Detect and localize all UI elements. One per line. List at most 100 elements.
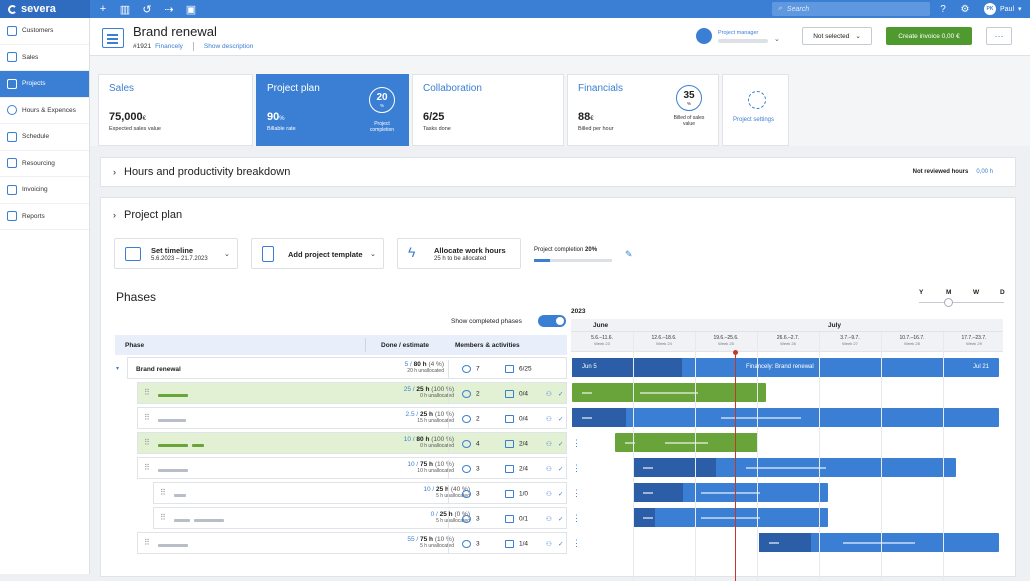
card-project-plan[interactable]: Project plan 90% Billable rate 20% Proje… [256, 74, 409, 146]
table-row[interactable]: ⠿ 10 / 80 h (100 %) 0 h unallocated 4 2/4… [137, 432, 581, 454]
gantt-bar[interactable] [759, 533, 999, 552]
add-icon[interactable]: + [99, 3, 107, 15]
check-circle-icon[interactable]: ✓ [558, 416, 564, 423]
set-timeline-button[interactable]: Set timeline 5.6.2023 – 21.7.2023 ⌄ [114, 238, 238, 269]
sidebar-item-reports[interactable]: Reports [0, 204, 89, 230]
row-more-icon[interactable]: ⋮ [572, 513, 581, 523]
card-collaboration[interactable]: Collaboration 6/25 Tasks done [412, 74, 564, 146]
add-user-icon[interactable]: ⚇ [546, 466, 552, 473]
activities-count[interactable]: 2/4 [505, 465, 528, 473]
activities-count[interactable]: 2/4 [505, 440, 528, 448]
activities-count[interactable]: 6/25 [505, 365, 532, 373]
add-project-template-button[interactable]: Add project template ⌄ [251, 238, 384, 269]
sidebar-item-customers[interactable]: Customers [0, 18, 89, 45]
card-financials[interactable]: Financials 88€ Billed per hour 35% Bille… [567, 74, 719, 146]
share-icon[interactable]: ⇢ [164, 3, 174, 16]
check-circle-icon[interactable]: ✓ [558, 516, 564, 523]
severa-logo[interactable]: severa [0, 0, 90, 18]
check-circle-icon[interactable]: ✓ [558, 441, 564, 448]
card-project-settings[interactable]: Project settings [722, 74, 789, 146]
table-row[interactable]: ⠿ 25 / 25 h (100 %) 0 h unallocated 2 0/4… [137, 382, 581, 404]
sidebar-item-projects[interactable]: Projects [0, 71, 89, 98]
activities-count[interactable]: 1/0 [505, 490, 528, 498]
timer-icon[interactable]: ▣ [185, 3, 197, 16]
section-title[interactable]: › Project plan [113, 209, 183, 221]
zoom-year[interactable]: Y [919, 289, 924, 296]
card-sales[interactable]: Sales 75,000€ Expected sales value [98, 74, 253, 146]
check-circle-icon[interactable]: ✓ [558, 466, 564, 473]
create-invoice-button[interactable]: Create invoice 0,00 € [886, 27, 972, 45]
sidebar-item-hours[interactable]: Hours & Expences [0, 98, 89, 124]
drag-handle-icon[interactable]: ⠿ [144, 538, 150, 547]
drag-handle-icon[interactable]: ⠿ [144, 438, 150, 447]
table-row[interactable]: ⠿ 0 / 25 h (0 %) 5 h unallocated 3 0/1 ⚇ ✓… [153, 507, 581, 529]
history-icon[interactable]: ↺ [142, 3, 152, 16]
status-select[interactable]: Not selected ⌄ [802, 27, 872, 45]
add-user-icon[interactable]: ⚇ [546, 391, 552, 398]
drag-handle-icon[interactable]: ⠿ [160, 488, 166, 497]
chevron-down-icon[interactable]: ▾ [116, 366, 120, 372]
check-circle-icon[interactable]: ✓ [558, 491, 564, 498]
zoom-week[interactable]: W [973, 289, 980, 296]
phase-name[interactable]: Brand renewal [136, 366, 181, 373]
add-user-icon[interactable]: ⚇ [546, 541, 552, 548]
add-user-icon[interactable]: ⚇ [546, 416, 552, 423]
table-row[interactable]: ⠿ 10 / 25 h (40 %) 5 h unallocated 3 1/0 … [153, 482, 581, 504]
drag-handle-icon[interactable]: ⠿ [144, 413, 150, 422]
help-icon[interactable]: ? [940, 3, 946, 15]
zoom-month[interactable]: M [946, 289, 952, 296]
row-more-icon[interactable]: ⋮ [572, 463, 581, 473]
check-circle-icon[interactable]: ✓ [558, 541, 564, 548]
project-manager[interactable]: Project manager ⌄ [696, 28, 780, 44]
sidebar-item-invoicing[interactable]: Invoicing [0, 177, 89, 204]
gantt-bar[interactable] [572, 408, 999, 427]
row-more-icon[interactable]: ⋮ [572, 538, 581, 548]
add-user-icon[interactable]: ⚇ [546, 516, 552, 523]
members-count[interactable]: 3 [462, 490, 480, 498]
activities-count[interactable]: 0/1 [505, 515, 528, 523]
members-count[interactable]: 3 [462, 515, 480, 523]
row-more-icon[interactable]: ⋮ [572, 438, 581, 448]
bar-chart-icon[interactable]: ▥ [119, 3, 131, 16]
check-circle-icon[interactable]: ✓ [558, 391, 564, 398]
row-more-icon[interactable]: ⋮ [572, 488, 581, 498]
customer-link[interactable]: Financely [155, 43, 183, 50]
members-count[interactable]: 3 [462, 540, 480, 548]
table-row[interactable]: ⠿ 55 / 75 h (10 %) 5 h unallocated 3 1/4 … [137, 532, 581, 554]
not-reviewed-hours-value[interactable]: 0,00 h [976, 169, 993, 175]
members-count[interactable]: 4 [462, 440, 480, 448]
drag-handle-icon[interactable]: ⠿ [144, 388, 150, 397]
gantt-bar[interactable] [615, 433, 758, 452]
user-menu[interactable]: PK Paul ▾ [984, 3, 1022, 15]
add-user-icon[interactable]: ⚇ [546, 491, 552, 498]
members-count[interactable]: 2 [462, 390, 480, 398]
activities-count[interactable]: 0/4 [505, 390, 528, 398]
members-count[interactable]: 7 [462, 365, 480, 373]
members-count[interactable]: 2 [462, 415, 480, 423]
table-row[interactable]: ⠿ 2.5 / 25 h (10 %) 15 h unallocated 2 0/… [137, 407, 581, 429]
sidebar-item-resourcing[interactable]: Resourcing [0, 151, 89, 177]
show-description-link[interactable]: Show description [203, 43, 254, 50]
gantt-bar-main[interactable]: Jun 5 Financely: Brand renewal Jul 21 [572, 358, 999, 377]
sidebar-item-schedule[interactable]: Schedule [0, 124, 89, 151]
gantt-bar[interactable] [572, 383, 766, 402]
members-count[interactable]: 3 [462, 465, 480, 473]
gantt-bar[interactable] [633, 508, 828, 527]
table-row[interactable]: ⠿ 10 / 75 h (10 %) 10 h unallocated 3 2/4… [137, 457, 581, 479]
search-input[interactable]: ⌕ Search [772, 2, 930, 16]
activities-count[interactable]: 1/4 [505, 540, 528, 548]
table-row[interactable]: Brand renewal 5 / 80 h (4 %) 20 h unalloc… [116, 357, 581, 379]
gantt-bar[interactable] [633, 483, 828, 502]
hours-breakdown-section[interactable]: › Hours and productivity breakdown Not re… [100, 157, 1016, 187]
add-user-icon[interactable]: ⚇ [546, 441, 552, 448]
drag-handle-icon[interactable]: ⠿ [144, 463, 150, 472]
drag-handle-icon[interactable]: ⠿ [160, 513, 166, 522]
more-actions-button[interactable]: ··· [986, 27, 1012, 45]
show-completed-toggle[interactable] [538, 315, 566, 327]
sidebar-item-sales[interactable]: Sales [0, 45, 89, 71]
zoom-slider-handle[interactable] [944, 298, 953, 307]
allocate-work-hours-button[interactable]: ϟ Allocate work hours 25 h to be allocat… [397, 238, 521, 269]
zoom-day[interactable]: D [1000, 289, 1005, 296]
activities-count[interactable]: 0/4 [505, 415, 528, 423]
gantt-bar[interactable] [633, 458, 956, 477]
